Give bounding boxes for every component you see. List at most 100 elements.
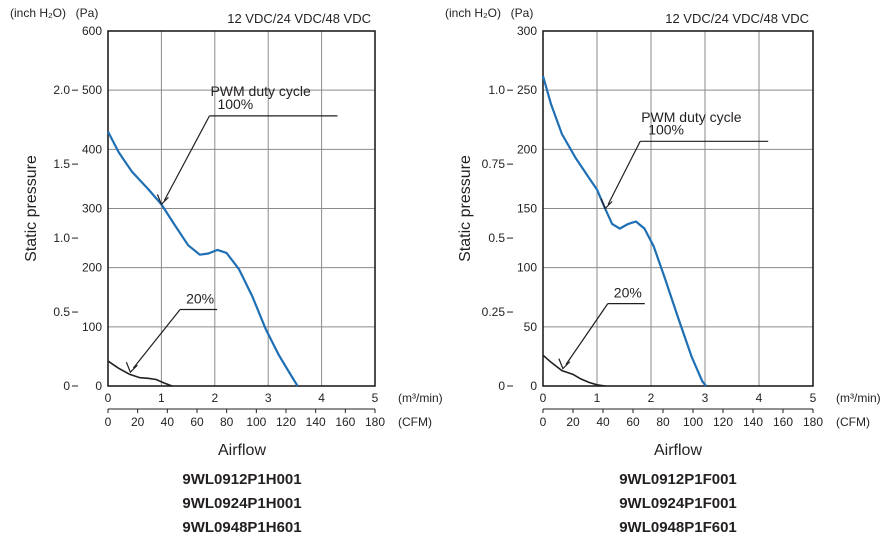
y2-tick-label: 0.5	[53, 305, 70, 319]
annotation-100-percent: 100%	[217, 96, 253, 112]
x2-tick-label: 180	[365, 415, 385, 429]
y-unit-label: (Pa)	[511, 6, 534, 20]
leader-line-20-diagonal	[565, 303, 609, 365]
x-tick-label: 5	[810, 391, 817, 405]
x2-tick-label: 60	[190, 415, 204, 429]
voltage-label: 12 VDC/24 VDC/48 VDC	[227, 11, 371, 26]
y-tick-label: 100	[517, 261, 537, 275]
x-tick-label: 0	[105, 391, 112, 405]
model-number: 9WL0948P1H601	[182, 519, 301, 536]
annotation-100-percent: 100%	[648, 121, 684, 137]
x2-tick-label: 20	[131, 415, 145, 429]
x2-tick-label: 140	[306, 415, 326, 429]
x2-tick-label: 40	[161, 415, 175, 429]
y2-tick-label: 0.75	[482, 157, 506, 171]
x2-tick-label: 40	[596, 415, 610, 429]
x-tick-label: 3	[702, 391, 709, 405]
x-tick-label: 5	[372, 391, 379, 405]
leader-line-100-diagonal	[607, 141, 641, 205]
y2-tick-label: 0	[498, 379, 505, 393]
annotation-pwm-duty-cycle: PWM duty cycle	[210, 83, 311, 99]
series-line-pwm-100	[107, 131, 299, 387]
model-number: 9WL0912P1H001	[182, 471, 301, 488]
arrowhead-20	[125, 361, 138, 374]
leader-line-20-diagonal	[132, 309, 181, 369]
x2-tick-label: 100	[246, 415, 266, 429]
y2-tick-label: 2.0	[53, 83, 70, 97]
y-tick-label: 100	[82, 320, 102, 334]
voltage-label: 12 VDC/24 VDC/48 VDC	[665, 11, 809, 26]
x-unit-label: (m³/min)	[398, 391, 443, 405]
y-tick-label: 300	[517, 24, 537, 38]
x2-tick-label: 0	[105, 415, 112, 429]
y-tick-label: 250	[517, 83, 537, 97]
x-tick-label: 1	[158, 391, 165, 405]
series-line-pwm-100	[541, 75, 707, 387]
x-tick-label: 1	[594, 391, 601, 405]
y-unit-label: (Pa)	[76, 6, 99, 20]
y-tick-label: 50	[524, 320, 538, 334]
x-unit-label: (m³/min)	[836, 391, 881, 405]
grid	[108, 31, 375, 386]
arrowhead-20	[558, 358, 571, 370]
x-tick-label: 4	[756, 391, 763, 405]
y2-tick-label: 1.0	[488, 83, 505, 97]
annotation-20-percent: 20%	[186, 291, 214, 307]
y-tick-label: 200	[517, 142, 537, 156]
x-tick-label: 2	[648, 391, 655, 405]
model-number: 9WL0948P1F601	[619, 519, 737, 536]
x2-tick-label: 120	[276, 415, 296, 429]
x2-tick-label: 160	[773, 415, 793, 429]
x-tick-label: 3	[265, 391, 272, 405]
x-tick-label: 4	[318, 391, 325, 405]
arrowhead-100	[156, 194, 169, 206]
x2-tick-label: 20	[566, 415, 580, 429]
annotation-pwm-duty-cycle: PWM duty cycle	[641, 109, 742, 125]
grid	[543, 31, 813, 386]
y-tick-label: 0	[530, 379, 537, 393]
x2-tick-label: 60	[626, 415, 640, 429]
x2-tick-label: 80	[220, 415, 234, 429]
y2-tick-label: 0	[63, 379, 70, 393]
x2-unit-label: (CFM)	[398, 415, 432, 429]
y2-tick-label: 1.0	[53, 231, 70, 245]
series-line-pwm-20	[542, 354, 606, 387]
x2-tick-label: 80	[656, 415, 670, 429]
plot-frame	[542, 30, 814, 387]
x2-tick-label: 100	[683, 415, 703, 429]
y2-tick-label: 0.25	[482, 305, 506, 319]
y-tick-label: 600	[82, 24, 102, 38]
y-tick-label: 150	[517, 202, 537, 216]
y2-tick-label: 1.5	[53, 157, 70, 171]
y-axis-title: Static pressure	[457, 155, 474, 262]
x2-tick-label: 160	[335, 415, 355, 429]
y2-tick-label: 0.5	[488, 231, 505, 245]
x2-tick-label: 0	[540, 415, 547, 429]
x2-tick-label: 120	[713, 415, 733, 429]
annotation-20-percent: 20%	[614, 285, 642, 301]
y2-unit-label: (inch H₂O)	[445, 6, 501, 20]
chart-panel-left: 0 100 200 300 400 500 600 0 0.5 1.0 1.5 2.0 0 1 2 3 4 5 0 2…	[10, 6, 443, 536]
x-tick-label: 2	[211, 391, 218, 405]
y-tick-label: 500	[82, 83, 102, 97]
x-axis-title: Airflow	[218, 442, 266, 459]
y-tick-label: 400	[82, 142, 102, 156]
y-tick-label: 200	[82, 261, 102, 275]
x-tick-label: 0	[540, 391, 547, 405]
y-tick-label: 0	[95, 379, 102, 393]
model-number: 9WL0924P1H001	[182, 495, 301, 512]
model-number: 9WL0912P1F001	[619, 471, 737, 488]
model-number: 9WL0924P1F001	[619, 495, 737, 512]
y-axis-title: Static pressure	[23, 155, 40, 262]
x2-unit-label: (CFM)	[836, 415, 870, 429]
x2-tick-label: 140	[743, 415, 763, 429]
arrowhead-100	[600, 198, 613, 210]
x-axis-title: Airflow	[654, 442, 702, 459]
series-line-pwm-20	[107, 360, 173, 387]
y-tick-label: 300	[82, 202, 102, 216]
x2-tick-label: 180	[803, 415, 823, 429]
plot-frame	[107, 30, 376, 387]
y2-unit-label: (inch H₂O)	[10, 6, 66, 20]
